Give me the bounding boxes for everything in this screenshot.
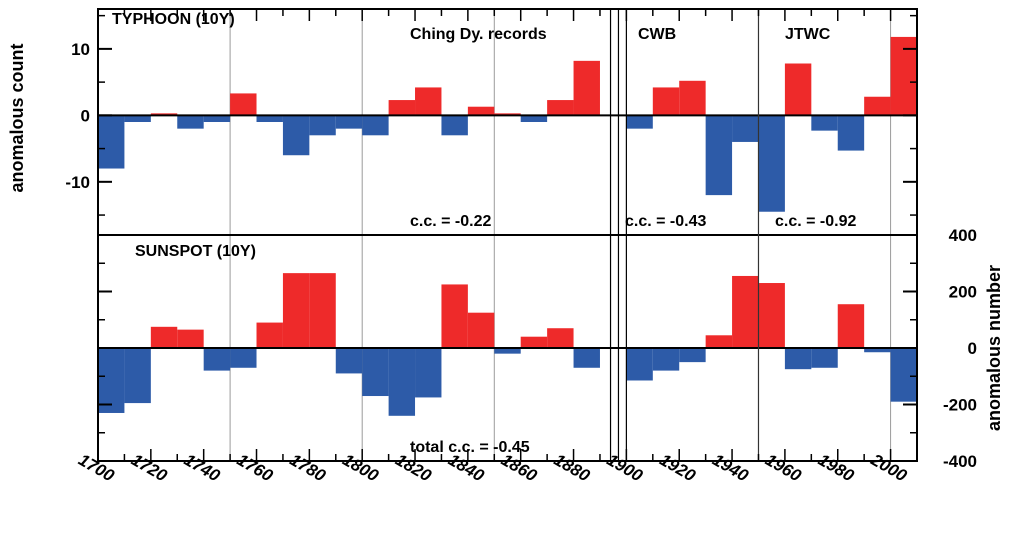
typhoon-bar-1990	[864, 96, 891, 116]
sunspot-ytick-label-200: 200	[949, 283, 977, 302]
sunspot-bar-1970	[811, 348, 838, 368]
typhoon-bar-1740	[203, 115, 231, 122]
sunspot-bar-1950	[758, 283, 785, 348]
xtick-label-1920: 1920	[656, 450, 699, 486]
sunspot-bar-1990	[864, 348, 891, 353]
section-label-ching: Ching Dy. records	[410, 26, 547, 43]
sunspot-bar-1820	[415, 348, 442, 398]
sunspot-bar-1870	[547, 328, 574, 348]
sunspot-bar-1750	[230, 348, 257, 368]
typhoon-bar-1900	[626, 115, 653, 129]
sunspot-bar-1920	[679, 348, 706, 363]
total-cc-annotation: total c.c. = -0.45	[410, 439, 530, 456]
sunspot-bar-1780	[309, 273, 336, 348]
xtick-label-1940: 1940	[709, 450, 752, 486]
typhoon-bar-1910	[652, 87, 680, 116]
y-axis-title-right: anomalous number	[984, 265, 1004, 431]
xtick-label-1740: 1740	[181, 450, 224, 486]
sunspot-bar-1840	[467, 312, 495, 348]
sunspot-bar-1770	[282, 273, 310, 348]
sunspot-ytick-label-400: 400	[949, 226, 977, 245]
sunspot-bar-1940	[732, 275, 759, 348]
sunspot-bar-1960	[784, 348, 812, 370]
xtick-label-1780: 1780	[287, 450, 330, 486]
typhoon-bar-1920	[679, 80, 706, 116]
typhoon-bar-1870	[547, 100, 574, 116]
sunspot-bar-1810	[388, 348, 416, 416]
typhoon-bar-1710	[124, 115, 151, 122]
sunspot-bar-1700	[98, 348, 125, 413]
typhoon-bars	[98, 36, 917, 212]
sunspot-bar-2000	[890, 348, 917, 402]
xtick-label-1800: 1800	[339, 450, 382, 486]
sunspot-bar-1710	[124, 348, 151, 404]
sunspot-bar-1930	[705, 335, 733, 348]
sunspot-bar-1830	[441, 284, 468, 348]
typhoon-bar-1980	[837, 115, 865, 151]
typhoon-ytick-label-10: 10	[71, 40, 90, 59]
typhoon-ytick-label--10: -10	[65, 173, 90, 192]
sunspot-ytick-label--200: -200	[943, 396, 977, 415]
typhoon-bar-1960	[784, 63, 812, 116]
typhoon-bar-1730	[177, 115, 204, 129]
typhoon-bar-1800	[362, 115, 389, 136]
cc-annotation-cwb: c.c. = -0.43	[625, 213, 706, 230]
typhoon-bar-1950	[758, 115, 785, 212]
sunspot-bar-1720	[150, 326, 178, 348]
typhoon-bar-1860	[520, 115, 548, 122]
sunspot-bar-1730	[177, 329, 204, 348]
sunspot-bar-1900	[626, 348, 653, 381]
xtick-label-1720: 1720	[128, 450, 171, 486]
typhoon-bar-1970	[811, 115, 838, 131]
xtick-label-1880: 1880	[551, 450, 594, 486]
section-label-cwb: CWB	[638, 26, 676, 43]
typhoon-bar-1840	[467, 106, 495, 116]
typhoon-bar-1700	[98, 115, 125, 169]
sunspot-ytick-label--400: -400	[943, 452, 977, 471]
y-axis-title-left: anomalous count	[7, 43, 27, 192]
typhoon-bar-1880	[573, 60, 600, 116]
typhoon-bar-1750	[230, 93, 257, 116]
xtick-label-1980: 1980	[815, 450, 858, 486]
sunspot-bar-1880	[573, 348, 600, 368]
sunspot-ytick-label-0: 0	[968, 339, 977, 358]
sunspot-bar-1860	[520, 336, 548, 348]
xtick-label-1960: 1960	[762, 450, 805, 486]
typhoon-bar-1810	[388, 100, 416, 116]
typhoon-bar-1770	[282, 115, 310, 156]
xtick-label-1700: 1700	[75, 450, 118, 486]
typhoon-bar-1790	[335, 115, 363, 129]
typhoon-bar-1940	[732, 115, 759, 142]
sunspot-bar-1850	[494, 348, 521, 354]
typhoon-panel-label: TYPHOON (10Y)	[112, 11, 235, 28]
axis-ticks	[97, 9, 918, 462]
sunspot-bar-1790	[335, 348, 363, 374]
sunspot-bars	[98, 273, 917, 416]
sunspot-bar-1760	[256, 322, 283, 348]
cc-annotation-jtwc: c.c. = -0.92	[775, 213, 856, 230]
xtick-label-1900: 1900	[604, 450, 647, 486]
cc-annotation-ching: c.c. = -0.22	[410, 213, 491, 230]
section-label-jtwc: JTWC	[785, 26, 831, 43]
sunspot-panel-label: SUNSPOT (10Y)	[135, 243, 256, 260]
sunspot-bar-1800	[362, 348, 389, 397]
typhoon-bar-2000	[890, 36, 917, 116]
sunspot-bar-1740	[203, 348, 231, 371]
typhoon-bar-1930	[705, 115, 733, 196]
typhoon-bar-1780	[309, 115, 336, 136]
sunspot-bar-1910	[652, 348, 680, 371]
typhoon-ytick-label-0: 0	[81, 106, 90, 125]
typhoon-bar-1830	[441, 115, 468, 136]
xtick-label-2000: 2000	[867, 450, 911, 486]
xtick-label-1760: 1760	[234, 450, 277, 486]
sunspot-bar-1980	[837, 304, 865, 348]
typhoon-bar-1820	[415, 87, 442, 116]
typhoon-bar-1760	[256, 115, 283, 122]
